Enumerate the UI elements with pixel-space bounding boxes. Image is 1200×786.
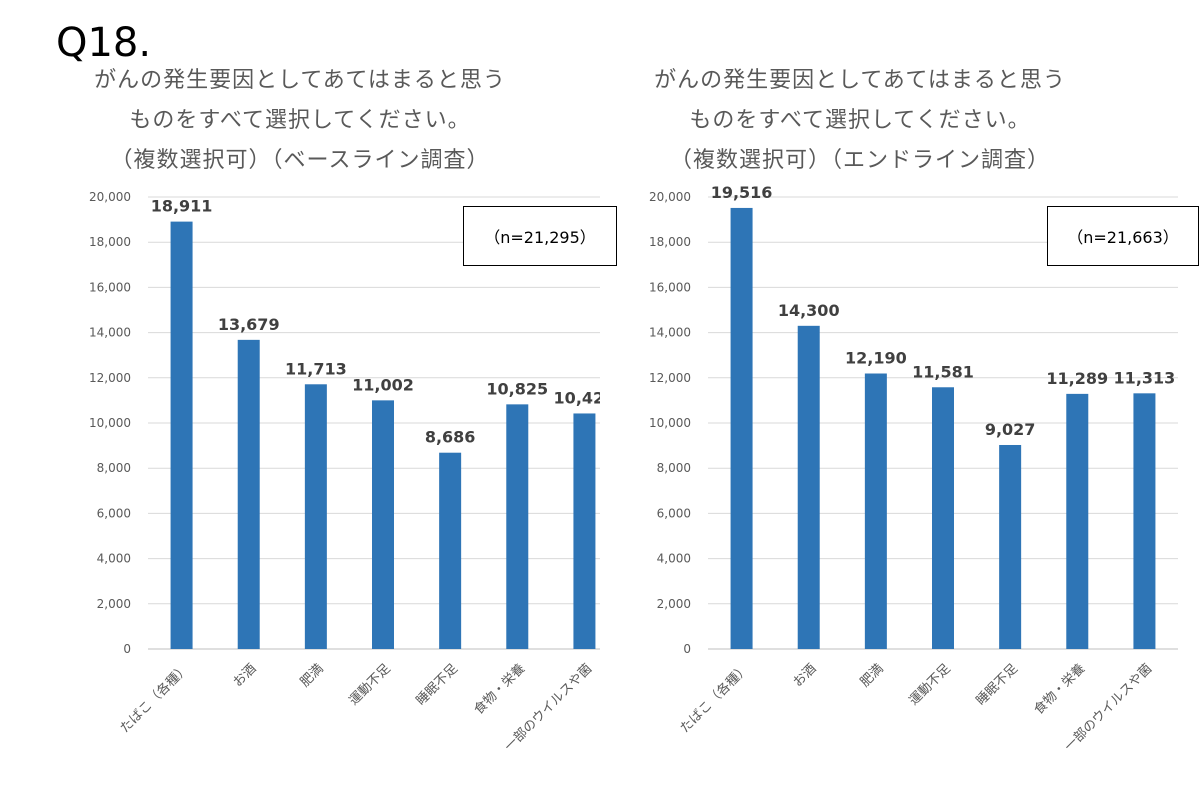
bar <box>372 400 394 649</box>
y-tick-label: 6,000 <box>657 506 691 520</box>
bar <box>1133 393 1156 649</box>
data-label: 11,713 <box>285 359 347 378</box>
question-label: Q18. <box>56 20 152 66</box>
chart-title-line-1: がんの発生要因としてあてはまると思う <box>654 68 1066 93</box>
y-tick-label: 0 <box>123 642 131 656</box>
y-tick-label: 20,000 <box>649 190 691 204</box>
bar <box>237 339 260 649</box>
y-tick-label: 4,000 <box>97 552 131 566</box>
bar <box>1066 393 1089 649</box>
y-tick-label: 8,000 <box>657 461 691 475</box>
chart-title-line-3: （複数選択可）（エンドライン調査） <box>669 148 1050 173</box>
data-label: 12,190 <box>845 349 907 368</box>
x-tick-label: お酒 <box>231 661 260 690</box>
y-tick-label: 8,000 <box>97 461 131 475</box>
sample-size-box: （n=21,295） <box>463 206 617 266</box>
y-tick-label: 14,000 <box>649 326 691 340</box>
data-label: 9,027 <box>985 420 1036 439</box>
data-label: 18,911 <box>151 197 213 216</box>
y-tick-label: 16,000 <box>649 280 691 294</box>
baseline-bar-chart: 0 2,000 4,000 6,000 8,000 10,000 12,000 14,000 1… <box>89 190 600 755</box>
bar <box>170 221 193 650</box>
bar <box>730 207 753 649</box>
data-label: 13,679 <box>218 315 280 334</box>
x-tick-label: 睡眠不足 <box>974 661 1021 708</box>
y-tick-label: 18,000 <box>649 235 691 249</box>
data-label: 11,289 <box>1046 369 1108 388</box>
chart-title-line-2: ものをすべて選択してください。 <box>129 108 471 133</box>
x-tick-label: 食物・栄養 <box>1031 661 1088 718</box>
x-tick-label: たばこ（各種） <box>117 661 193 737</box>
y-tick-label: 6,000 <box>97 506 131 520</box>
data-label: 11,313 <box>1114 368 1176 387</box>
sample-size-box: （n=21,663） <box>1047 206 1199 266</box>
y-tick-label: 12,000 <box>649 371 691 385</box>
y-tick-label: 14,000 <box>89 326 131 340</box>
data-label: 11,581 <box>912 362 974 381</box>
chart-title-line-1: がんの発生要因としてあてはまると思う <box>94 68 506 93</box>
bar <box>573 413 596 649</box>
y-tick-label: 2,000 <box>657 597 691 611</box>
y-tick-label: 18,000 <box>89 235 131 249</box>
bar <box>439 452 462 649</box>
data-label: 11,002 <box>352 375 414 394</box>
y-tick-label: 20,000 <box>89 190 131 204</box>
x-tick-label: 食物・栄養 <box>471 661 528 718</box>
y-tick-label: 16,000 <box>89 280 131 294</box>
bar <box>506 404 529 649</box>
data-label: 10,825 <box>486 379 548 398</box>
y-tick-label: 10,000 <box>89 416 131 430</box>
endline-bar-chart: 0 2,000 4,000 6,000 8,000 10,000 12,000 14,000 1… <box>649 183 1178 755</box>
chart-title-line-3: （複数選択可）（ベースライン調査） <box>110 148 490 173</box>
x-tick-label: 肥満 <box>858 661 887 690</box>
data-label: 14,300 <box>778 301 840 320</box>
bar <box>797 325 820 649</box>
data-label: 8,686 <box>425 428 476 447</box>
x-tick-label: たばこ（各種） <box>677 661 753 737</box>
x-tick-label: 肥満 <box>298 661 327 690</box>
y-tick-label: 12,000 <box>89 371 131 385</box>
y-tick-label: 4,000 <box>657 552 691 566</box>
x-tick-label: お酒 <box>791 661 820 690</box>
bar <box>864 373 887 649</box>
x-tick-label: 睡眠不足 <box>414 661 461 708</box>
bar <box>304 384 327 649</box>
baseline-chart-panel: がんの発生要因としてあてはまると思う ものをすべて選択してください。 （複数選択… <box>89 68 617 755</box>
chart-title-line-2: ものをすべて選択してください。 <box>689 108 1031 133</box>
y-tick-label: 0 <box>683 642 691 656</box>
bar <box>999 444 1022 649</box>
data-label: 10,422 <box>554 388 600 407</box>
x-tick-label: 運動不足 <box>906 661 953 708</box>
y-tick-label: 10,000 <box>649 416 691 430</box>
data-label: 19,516 <box>711 183 773 202</box>
x-tick-label: 運動不足 <box>346 661 393 708</box>
endline-chart-panel: がんの発生要因としてあてはまると思う ものをすべて選択してください。 （複数選択… <box>560 0 1199 786</box>
y-tick-label: 2,000 <box>97 597 131 611</box>
bar <box>932 387 954 649</box>
